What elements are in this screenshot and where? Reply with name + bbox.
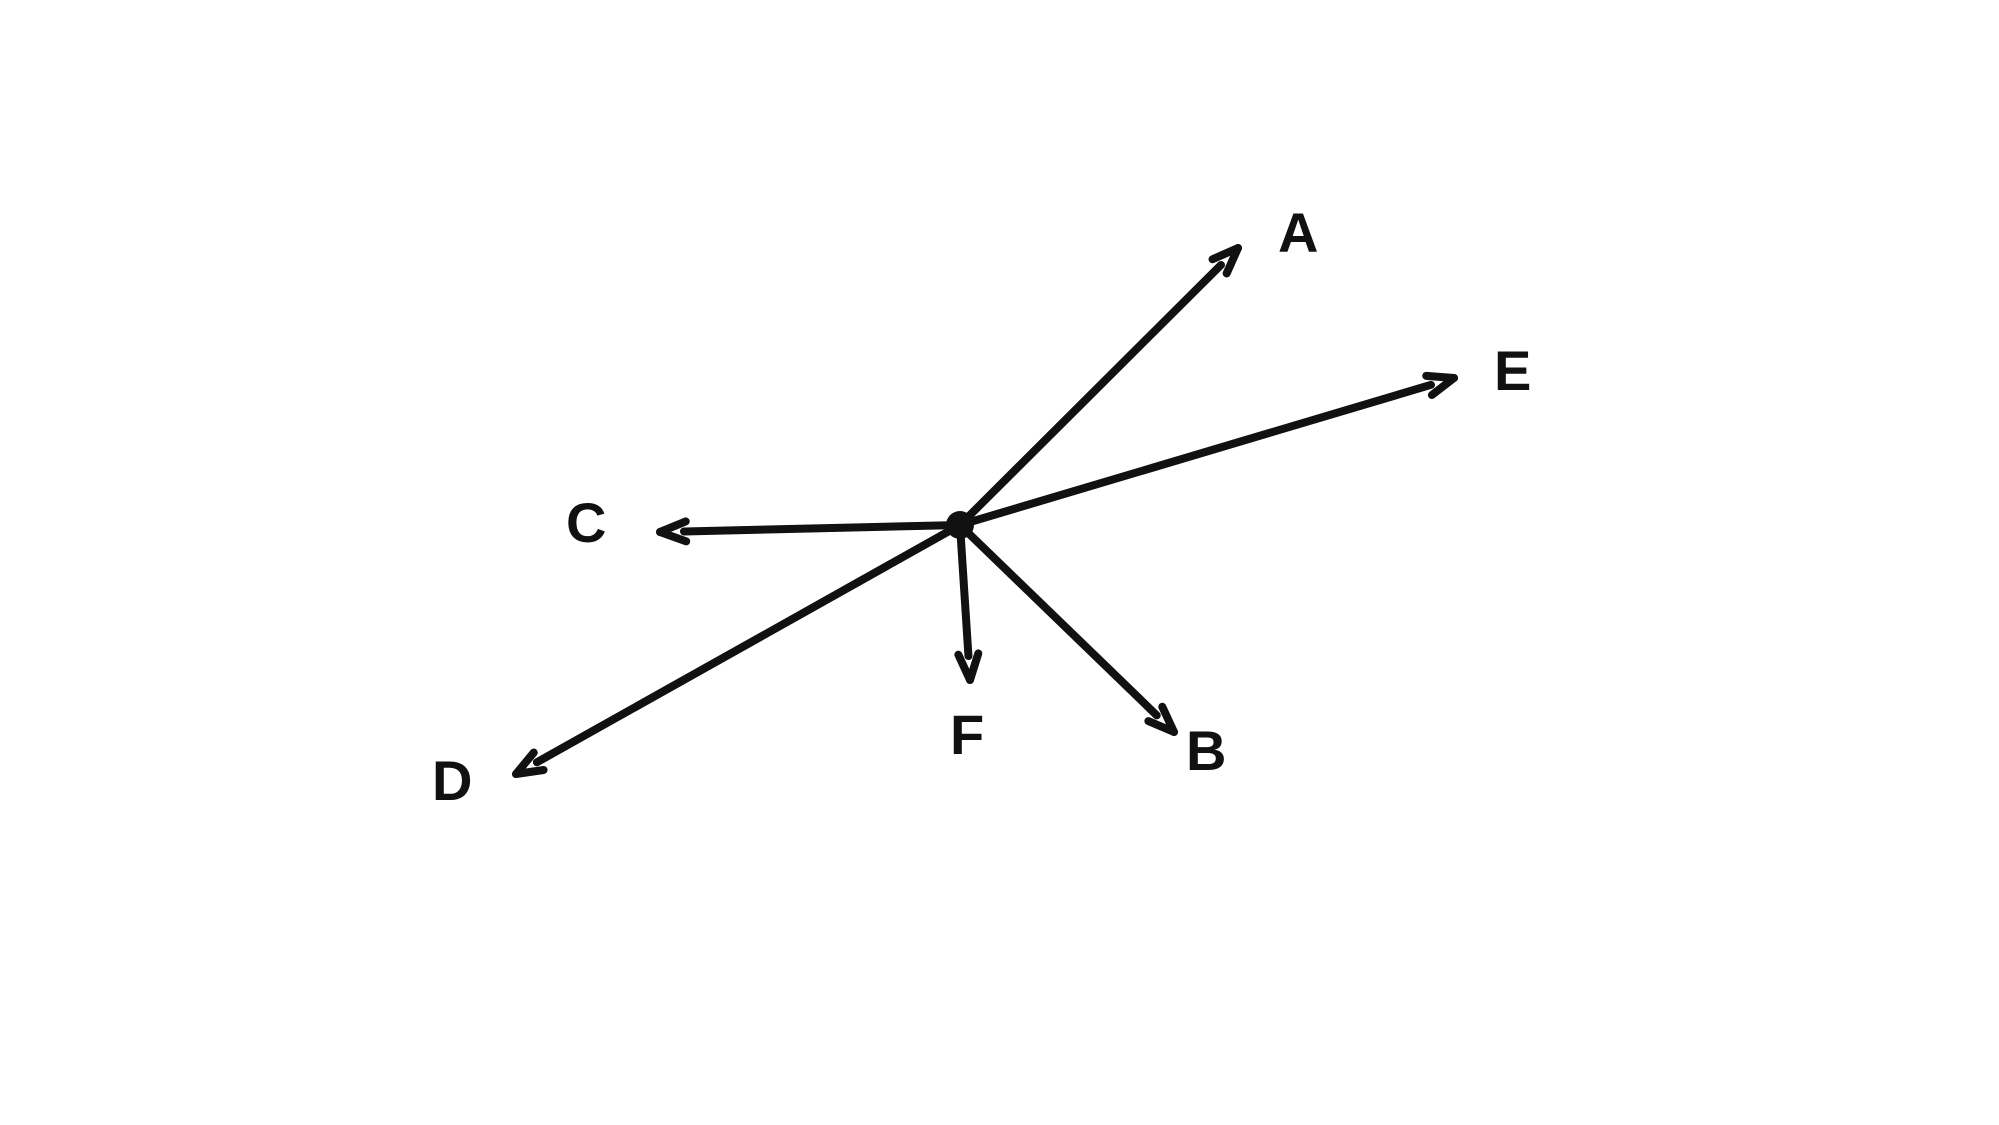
- vector-diagram: [0, 0, 1999, 1125]
- ray-line-D: [537, 525, 960, 762]
- ray-label-F: F: [950, 702, 984, 767]
- ray-line-C: [684, 525, 960, 531]
- ray-line-F: [960, 525, 968, 656]
- ray-label-B: B: [1186, 718, 1226, 783]
- ray-label-D: D: [432, 748, 472, 813]
- ray-label-E: E: [1494, 338, 1531, 403]
- rays-group: [516, 248, 1454, 774]
- ray-line-B: [960, 525, 1157, 715]
- ray-arrow-E: [1426, 376, 1454, 378]
- origin-point: [946, 511, 974, 539]
- ray-label-C: C: [566, 490, 606, 555]
- ray-label-A: A: [1278, 200, 1318, 265]
- ray-arrow-D: [516, 770, 544, 774]
